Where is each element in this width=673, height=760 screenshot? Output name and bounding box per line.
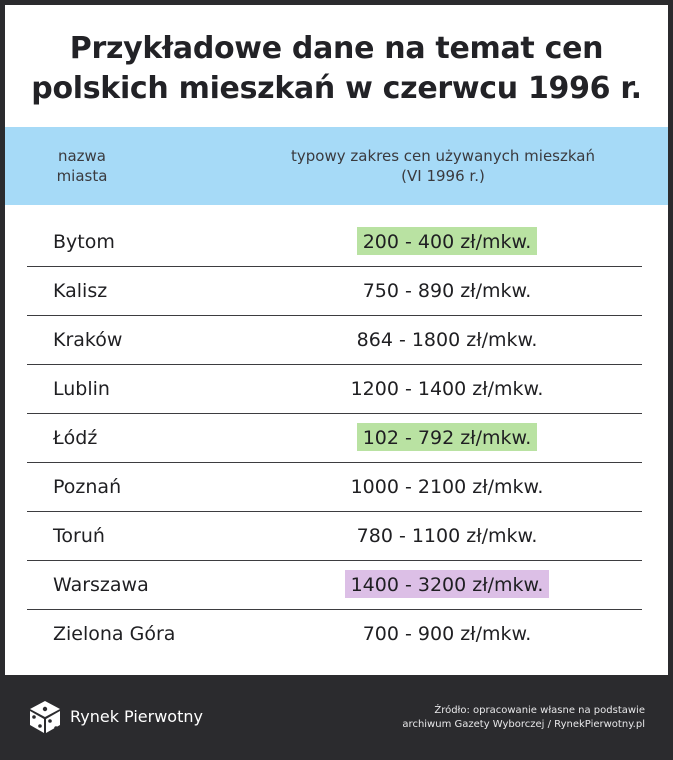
column-header-price: typowy zakres cen używanych mieszkań (VI… xyxy=(243,146,643,186)
table-row: Bytom 200 - 400 zł/mkw. xyxy=(27,218,642,267)
price-cell: 1000 - 2100 zł/mkw. xyxy=(247,472,647,500)
column-header-price-line-2: (VI 1996 r.) xyxy=(401,167,485,185)
price-range: 780 - 1100 zł/mkw. xyxy=(356,525,538,547)
title-line-2: polskich mieszkań w czerwcu 1996 r. xyxy=(31,71,642,106)
title-line-1: Przykładowe dane na temat cen xyxy=(69,31,604,66)
price-cell: 102 - 792 zł/mkw. xyxy=(247,423,647,451)
price-cell: 1400 - 3200 zł/mkw. xyxy=(247,570,647,598)
price-cell: 780 - 1100 zł/mkw. xyxy=(247,521,647,549)
brand-name: Rynek Pierwotny xyxy=(70,707,203,726)
price-range: 700 - 900 zł/mkw. xyxy=(362,623,532,645)
table-body: Bytom 200 - 400 zł/mkw. Kalisz 750 - 890 zł… xyxy=(5,218,668,659)
price-range: 1200 - 1400 zł/mkw. xyxy=(350,378,544,400)
price-cell: 864 - 1800 zł/mkw. xyxy=(247,325,647,353)
city-name: Poznań xyxy=(53,476,122,498)
table-row: Łódź 102 - 792 zł/mkw. xyxy=(27,414,642,463)
table-row: Toruń 780 - 1100 zł/mkw. xyxy=(27,512,642,561)
city-name: Toruń xyxy=(53,525,105,547)
price-cell: 1200 - 1400 zł/mkw. xyxy=(247,374,647,402)
price-range: 1400 - 3200 zł/mkw. xyxy=(344,570,550,598)
city-name: Kraków xyxy=(53,329,123,351)
city-name: Zielona Góra xyxy=(53,623,176,645)
table-header: nazwa miasta typowy zakres cen używanych… xyxy=(5,127,668,205)
city-name: Warszawa xyxy=(53,574,149,596)
price-range: 102 - 792 zł/mkw. xyxy=(356,423,538,451)
cube-logo-icon xyxy=(30,701,60,733)
table-row: Poznań 1000 - 2100 zł/mkw. xyxy=(27,463,642,512)
price-range: 750 - 890 zł/mkw. xyxy=(362,280,532,302)
price-range: 864 - 1800 zł/mkw. xyxy=(356,329,538,351)
source-note: Źródło: opracowanie własne na podstawie … xyxy=(345,704,645,732)
column-header-city: nazwa miasta xyxy=(56,147,108,185)
infographic-card: Przykładowe dane na temat cen polskich m… xyxy=(5,5,668,675)
city-name: Łódź xyxy=(53,427,98,449)
table-row: Kalisz 750 - 890 zł/mkw. xyxy=(27,267,642,316)
source-line-1: Źródło: opracowanie własne na podstawie xyxy=(434,705,645,716)
column-header-price-line-1: typowy zakres cen używanych mieszkań xyxy=(291,147,595,165)
price-cell: 750 - 890 zł/mkw. xyxy=(247,276,647,304)
table-row: Warszawa 1400 - 3200 zł/mkw. xyxy=(27,561,642,610)
table-row: Zielona Góra 700 - 900 zł/mkw. xyxy=(27,610,642,659)
footer: Rynek Pierwotny Źródło: opracowanie włas… xyxy=(0,675,673,760)
page-title: Przykładowe dane na temat cen polskich m… xyxy=(5,29,668,109)
price-cell: 700 - 900 zł/mkw. xyxy=(247,619,647,647)
price-range: 1000 - 2100 zł/mkw. xyxy=(350,476,544,498)
table-row: Kraków 864 - 1800 zł/mkw. xyxy=(27,316,642,365)
table-row: Lublin 1200 - 1400 zł/mkw. xyxy=(27,365,642,414)
city-name: Bytom xyxy=(53,231,115,253)
source-line-2: archiwum Gazety Wyborczej / RynekPierwot… xyxy=(402,719,645,730)
price-cell: 200 - 400 zł/mkw. xyxy=(247,227,647,255)
city-name: Kalisz xyxy=(53,280,108,302)
city-name: Lublin xyxy=(53,378,110,400)
price-range: 200 - 400 zł/mkw. xyxy=(356,227,538,255)
